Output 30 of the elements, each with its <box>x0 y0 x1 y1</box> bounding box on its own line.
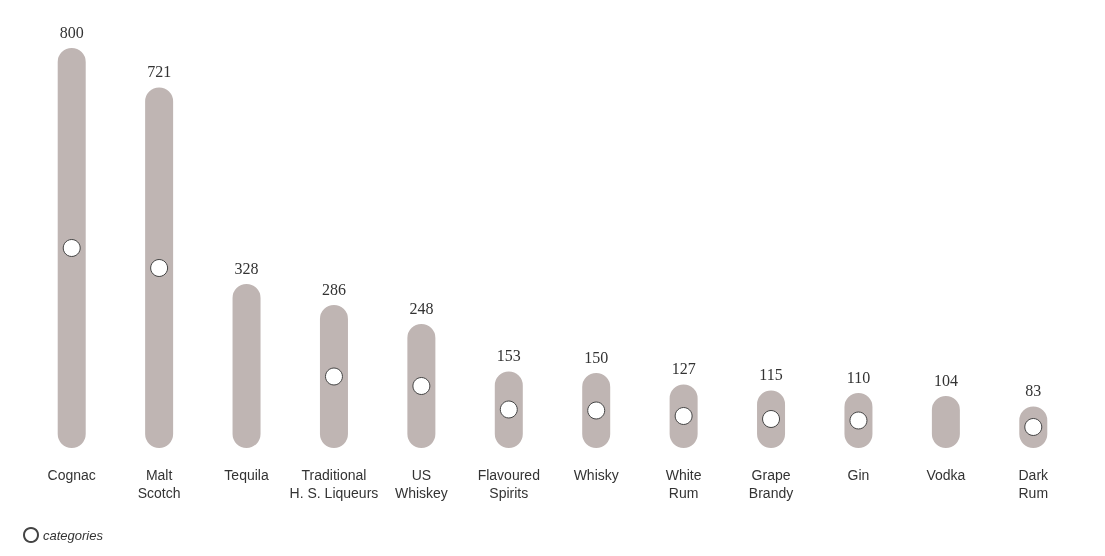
x-tick-label: Dark Rum <box>1018 467 1050 501</box>
data-label: 286 <box>321 280 346 298</box>
x-tick-label: US Whiskey <box>394 467 448 501</box>
bar <box>145 87 174 448</box>
data-label: 248 <box>409 299 434 317</box>
data-label: 115 <box>759 366 783 383</box>
bar <box>232 284 261 448</box>
x-tick-label: Whisky <box>573 467 619 483</box>
x-tick-label: Tequila <box>224 467 269 483</box>
bar <box>407 324 436 448</box>
data-label: 153 <box>496 347 521 364</box>
data-label: 83 <box>1025 382 1042 399</box>
x-tick-label: Cognac <box>47 467 96 483</box>
data-label: 150 <box>584 348 609 366</box>
x-tick-label: Vodka <box>926 467 966 483</box>
data-label: 104 <box>933 371 958 389</box>
data-label: 721 <box>147 63 172 80</box>
data-label: 328 <box>234 259 259 277</box>
data-label: 110 <box>846 368 871 386</box>
x-tick-label: Grape Brandy <box>748 467 794 501</box>
data-label: 800 <box>59 23 84 41</box>
x-tick-label: Traditional H. S. Liqueurs <box>289 467 379 501</box>
x-tick-label: Flavoured Spirits <box>477 467 540 501</box>
data-label: 127 <box>671 360 696 377</box>
bar <box>57 48 86 448</box>
legend-label: categories <box>43 527 104 543</box>
bar <box>319 305 348 448</box>
x-tick-label: Malt Scotch <box>137 467 181 501</box>
x-tick-label: Gin <box>847 467 870 483</box>
x-tick-label: White Rum <box>665 467 702 501</box>
